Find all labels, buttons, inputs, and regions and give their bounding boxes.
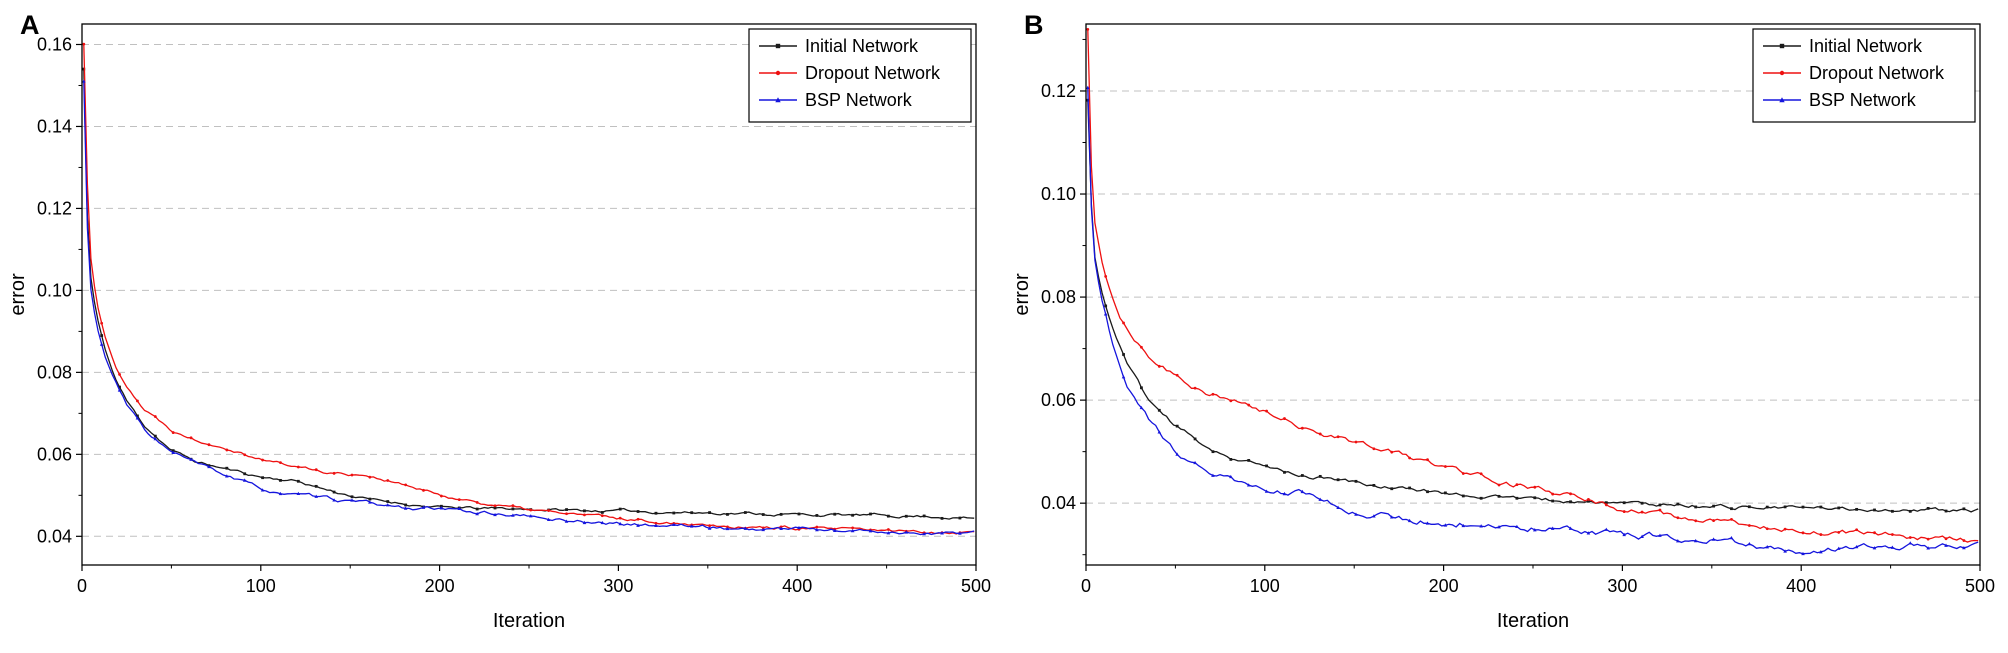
y-tick-label: 0.12 (1041, 81, 1076, 101)
legend-label: Initial Network (1809, 36, 1923, 56)
y-tick-label: 0.14 (37, 116, 72, 136)
x-tick-label: 400 (782, 576, 812, 596)
series-line-bsp-network (1087, 87, 1979, 555)
legend-item: Initial Network (759, 36, 919, 56)
x-tick-label: 500 (1965, 576, 1995, 596)
x-tick-label: 0 (77, 576, 87, 596)
panel-label: B (1024, 10, 1044, 40)
axes: 0 100 200 300 400 500 0.04 0.06 0.08 0.10 0.12 0.14… (37, 23, 991, 596)
series-line-initial-network (83, 69, 975, 520)
y-tick-label: 0.12 (37, 198, 72, 218)
y-tick-label: 0.16 (37, 34, 72, 54)
legend-box (748, 28, 972, 123)
y-tick-label: 0.04 (37, 526, 72, 546)
series-markers-bsp-network (1086, 85, 1966, 556)
series-line-bsp-network (83, 81, 975, 536)
y-axis-label: error (1011, 273, 1033, 316)
series-group (1086, 27, 1979, 556)
legend-label: Dropout Network (1809, 63, 1945, 83)
legend-item: BSP Network (1763, 90, 1917, 110)
legend-marker (775, 97, 781, 103)
y-axis-label: error (7, 273, 29, 316)
legend-marker (775, 43, 781, 49)
legend-label: BSP Network (805, 90, 913, 110)
panel-B: 0 100 200 300 400 500 0.04 0.06 0.08 0.10 0.12 Iter… (1004, 0, 2008, 653)
legend: Initial Network Dropout Network BSP Networ… (748, 28, 972, 123)
series-line-dropout-network (83, 44, 975, 535)
legend-marker (1779, 70, 1785, 76)
legend-marker (775, 70, 781, 76)
series-line-dropout-network (1087, 29, 1979, 543)
gridlines (1086, 90, 1980, 504)
gridlines (82, 43, 976, 537)
series-markers-bsp-network (82, 79, 962, 536)
y-tick-label: 0.06 (37, 444, 72, 464)
series-group (82, 42, 975, 536)
legend-label: BSP Network (1809, 90, 1917, 110)
series-markers-initial-network (82, 67, 962, 520)
legend-marker (1779, 97, 1785, 103)
y-tick-label: 0.08 (1041, 287, 1076, 307)
x-tick-label: 200 (1429, 576, 1459, 596)
panel-A: 0 100 200 300 400 500 0.04 0.06 0.08 0.10 0.12 0.14… (7, 10, 991, 632)
x-tick-label: 100 (1250, 576, 1280, 596)
y-tick-label: 0.10 (37, 280, 72, 300)
panel-label: A (20, 10, 40, 40)
legend-item: BSP Network (759, 90, 913, 110)
x-tick-label: 400 (1786, 576, 1816, 596)
legend-item: Dropout Network (1763, 63, 1945, 83)
series-line-initial-network (1087, 100, 1979, 513)
y-tick-label: 0.10 (1041, 184, 1076, 204)
chart-A: 0 100 200 300 400 500 0.04 0.06 0.08 0.10 0.12 0.14… (7, 10, 991, 632)
legend-item: Dropout Network (759, 63, 941, 83)
legend-item: Initial Network (1763, 36, 1923, 56)
legend-marker (1779, 43, 1785, 49)
y-tick-label: 0.04 (1041, 493, 1076, 513)
legend-label: Initial Network (805, 36, 919, 56)
x-tick-label: 100 (246, 576, 276, 596)
legend-box (1752, 28, 1976, 123)
x-tick-label: 200 (425, 576, 455, 596)
x-axis-label: Iteration (493, 610, 565, 632)
y-tick-label: 0.08 (37, 362, 72, 382)
legend-label: Dropout Network (805, 63, 941, 83)
x-tick-label: 0 (1081, 576, 1091, 596)
legend: Initial Network Dropout Network BSP Networ… (1752, 28, 1976, 123)
x-tick-label: 500 (961, 576, 991, 596)
series-markers-dropout-network (1086, 27, 1966, 542)
series-markers-initial-network (1086, 98, 1966, 513)
x-tick-label: 300 (1607, 576, 1637, 596)
x-tick-label: 300 (603, 576, 633, 596)
y-tick-label: 0.06 (1041, 390, 1076, 410)
x-axis-label: Iteration (1497, 610, 1569, 632)
chart-B: 0 100 200 300 400 500 0.04 0.06 0.08 0.10 0.12 Iter… (1011, 10, 1995, 632)
axes: 0 100 200 300 400 500 0.04 0.06 0.08 0.10 0.12 (1041, 23, 1995, 596)
